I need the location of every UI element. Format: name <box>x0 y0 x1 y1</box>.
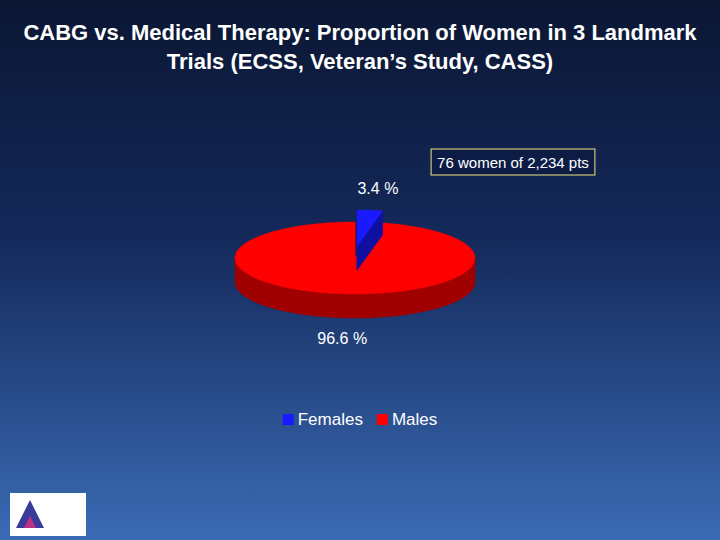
legend-item: Males <box>377 410 437 429</box>
slice <box>357 210 382 270</box>
legend-swatch <box>377 414 388 425</box>
data-labels: 96.6 % 3.4 % <box>317 180 398 347</box>
slice-top <box>357 210 382 246</box>
background <box>0 0 720 540</box>
logo-bg <box>10 493 86 536</box>
annotation-frame <box>431 149 595 175</box>
legend-label: Males <box>392 410 437 429</box>
legend-item: Females <box>283 410 363 429</box>
slice-top <box>235 222 475 294</box>
legend-swatch <box>283 414 294 425</box>
legend: Females Males <box>283 410 438 429</box>
data-label: 3.4 % <box>357 180 398 197</box>
data-label: 96.6 % <box>317 330 367 347</box>
slice <box>235 222 475 318</box>
title-line: Trials (ECSS, Veteran’s Study, CASS) <box>167 49 553 74</box>
logo <box>10 493 86 536</box>
pie <box>235 210 475 318</box>
logo-mark <box>16 500 44 528</box>
slice-cut <box>357 211 382 270</box>
chart: CABG vs. Medical Therapy: Proportion of … <box>0 0 720 540</box>
annotation: 76 women of 2,234 pts <box>437 154 589 171</box>
logo-mark <box>24 516 36 528</box>
title: CABG vs. Medical Therapy: Proportion of … <box>23 20 697 74</box>
title-line: CABG vs. Medical Therapy: Proportion of … <box>23 20 697 45</box>
annotation-box: 76 women of 2,234 pts <box>431 149 595 175</box>
legend-label: Females <box>298 410 363 429</box>
